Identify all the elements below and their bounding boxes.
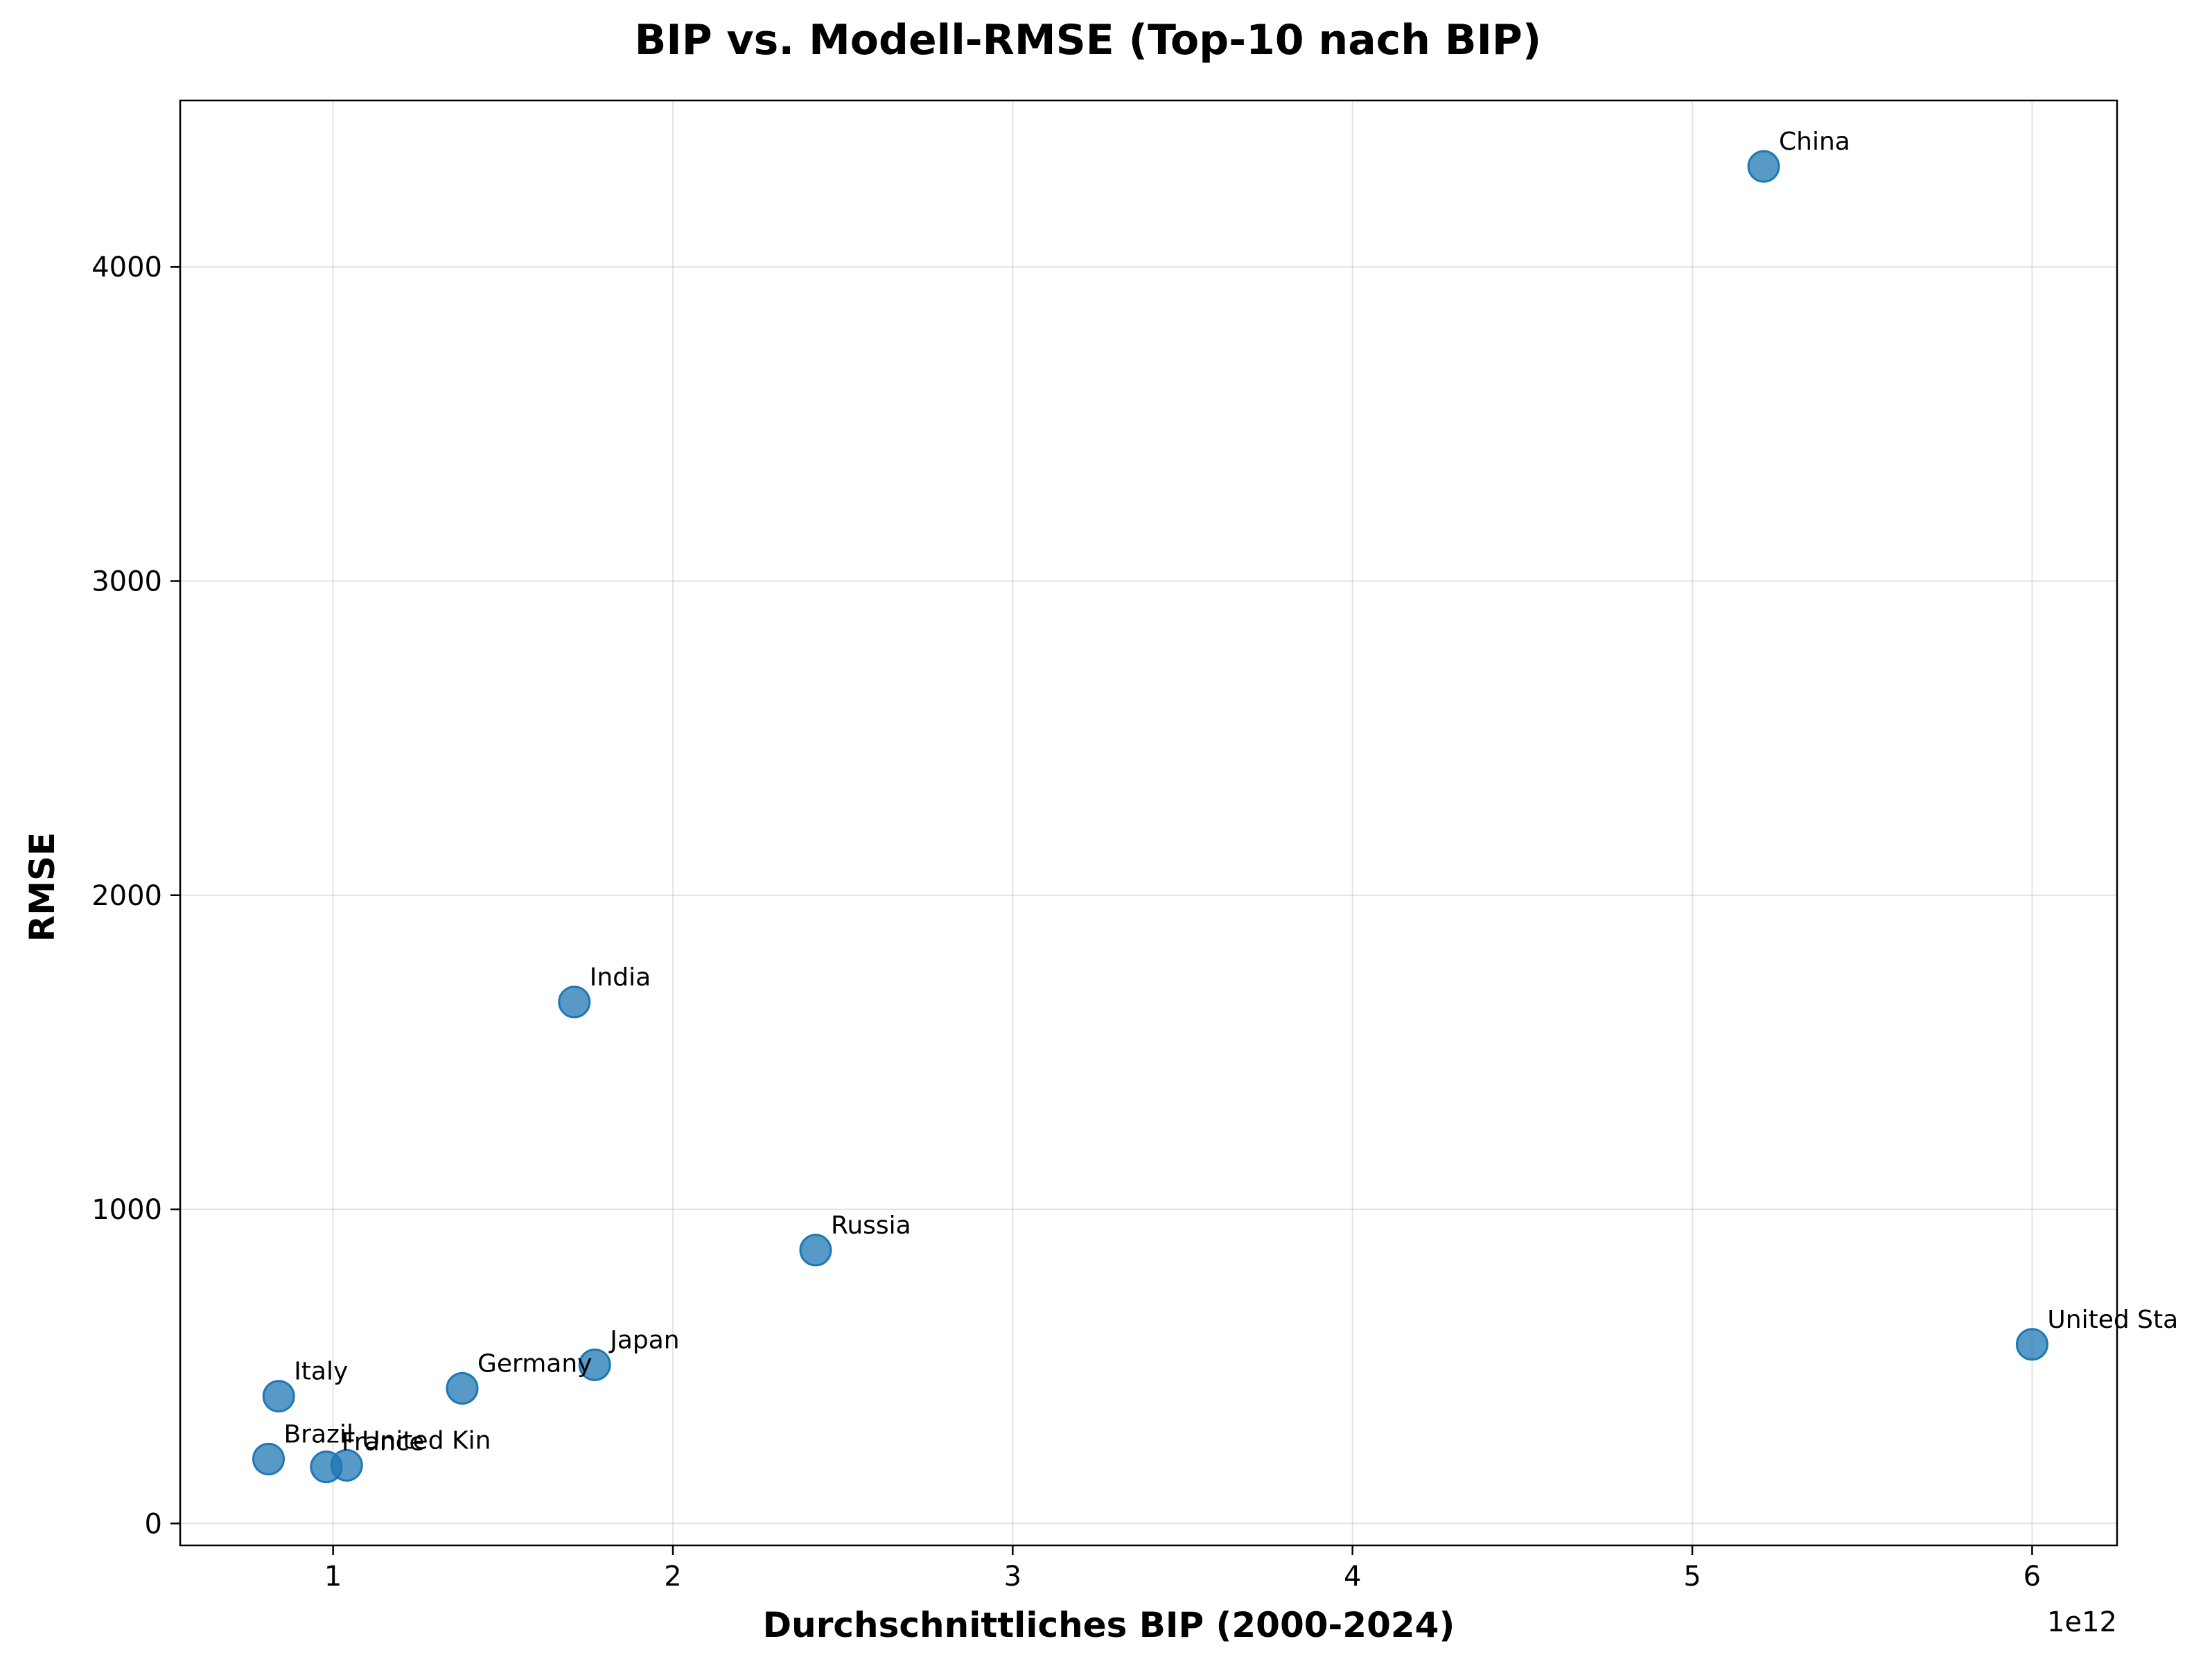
point-label: France — [342, 1428, 425, 1457]
x-axis-offset-label: 1e12 — [2047, 1606, 2117, 1638]
point-label: Brazil — [283, 1420, 353, 1448]
x-tick-label: 2 — [664, 1561, 681, 1593]
point-annotations: China India Russia United Sta Japan Germany It… — [283, 128, 2178, 1457]
point-label: Japan — [608, 1326, 679, 1354]
x-tick-label: 3 — [1004, 1561, 1021, 1593]
plot-frame — [179, 99, 2118, 1547]
x-tick-label: 6 — [2024, 1561, 2041, 1593]
point-label: Italy — [294, 1358, 348, 1386]
y-axis-label: RMSE — [22, 832, 62, 942]
data-point — [558, 985, 591, 1019]
point-label: United Sta — [2047, 1306, 2178, 1334]
x-tick-label: 5 — [1683, 1561, 1701, 1593]
point-label: Germany — [477, 1349, 592, 1378]
x-axis-label: Durchschnittliches BIP (2000-2024) — [763, 1605, 1455, 1645]
point-label: India — [590, 963, 651, 992]
data-point — [1747, 150, 1780, 183]
y-tick-label: 1000 — [91, 1194, 162, 1226]
data-point — [2015, 1328, 2048, 1361]
data-point — [330, 1448, 363, 1482]
data-point — [446, 1371, 479, 1405]
data-point — [578, 1348, 611, 1381]
data-point — [262, 1380, 295, 1413]
data-point — [799, 1234, 832, 1267]
point-label: Russia — [831, 1211, 911, 1240]
x-tick-label: 1 — [324, 1561, 342, 1593]
x-tick-label: 4 — [1344, 1561, 1361, 1593]
y-axis-ticks: 0 1000 2000 3000 4000 — [91, 252, 180, 1540]
y-tick-label: 2000 — [91, 880, 162, 912]
point-label: China — [1779, 128, 1850, 156]
x-axis-ticks: 1 2 3 4 5 6 — [324, 1545, 2041, 1593]
y-tick-label: 0 — [145, 1508, 162, 1540]
y-tick-label: 3000 — [91, 565, 162, 597]
data-point — [252, 1442, 285, 1475]
chart-title: BIP vs. Modell-RMSE (Top-10 nach BIP) — [635, 16, 1542, 64]
point-label: United Kin — [362, 1426, 491, 1455]
grid — [180, 100, 2117, 1545]
y-tick-label: 4000 — [91, 252, 162, 283]
data-points — [252, 150, 2048, 1484]
